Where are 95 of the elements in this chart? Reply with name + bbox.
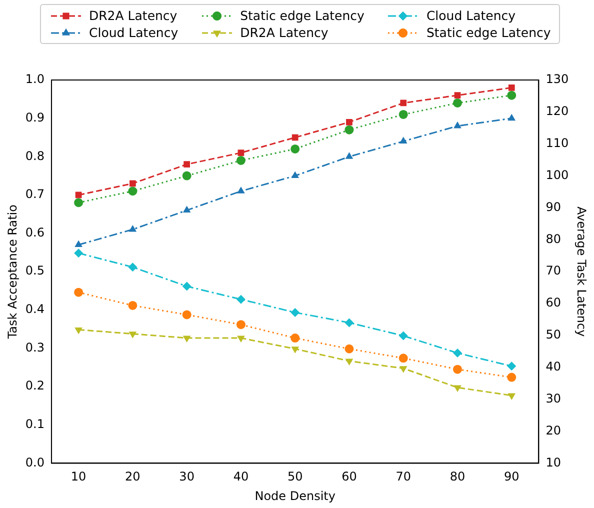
point	[399, 136, 408, 144]
point	[184, 161, 190, 168]
point	[452, 98, 462, 108]
y2-tick-label: 30	[546, 391, 561, 406]
x-tick-label: 40	[233, 470, 249, 484]
x-axis-title: Node Density	[254, 488, 336, 503]
point	[236, 156, 246, 165]
point	[345, 358, 354, 366]
point	[452, 348, 462, 358]
x-tick-label: 70	[396, 470, 411, 484]
point	[290, 334, 300, 343]
y2-tick-label: 130	[546, 72, 569, 86]
point	[344, 125, 354, 134]
y2-tick-label: 120	[546, 104, 569, 118]
y2-tick-label: 110	[546, 136, 569, 150]
point	[182, 171, 192, 180]
y2-tick-label: 90	[546, 200, 561, 214]
point	[128, 224, 137, 232]
point	[454, 385, 462, 392]
point	[345, 152, 354, 159]
point	[128, 186, 138, 196]
point	[508, 84, 515, 91]
x-tick-label: 10	[70, 470, 86, 484]
x-tick-label: 60	[342, 470, 357, 484]
y-tick-label: 0.4	[25, 302, 44, 316]
point	[128, 332, 137, 338]
point	[454, 92, 461, 99]
y-tick-label: 0.5	[25, 264, 44, 278]
point	[74, 240, 82, 248]
y2-tick-label: 100	[546, 168, 569, 182]
point	[238, 150, 244, 156]
point	[236, 320, 246, 330]
y-tick-label: 1.0	[25, 72, 44, 86]
legend-label: Cloud Latency	[426, 8, 516, 23]
legend-label: DR2A Latency	[240, 25, 328, 40]
y2-axis-title: Average Task Latency	[574, 206, 589, 337]
point	[508, 114, 516, 121]
point	[344, 318, 354, 328]
point	[507, 362, 516, 371]
x-tick-label: 50	[287, 470, 303, 484]
point	[398, 354, 408, 363]
point	[292, 134, 298, 141]
point	[128, 300, 138, 310]
point	[291, 346, 299, 354]
point	[236, 294, 246, 304]
point	[237, 186, 245, 194]
y-tick-label: 0.3	[25, 340, 44, 354]
point	[346, 118, 352, 126]
point	[507, 372, 516, 382]
point	[237, 336, 245, 343]
y2-tick-label: 70	[546, 264, 561, 278]
point	[400, 100, 407, 106]
y-tick-label: 0.1	[25, 417, 44, 432]
point	[508, 393, 516, 400]
point	[290, 308, 300, 317]
y-tick-label: 0.7	[25, 187, 44, 202]
x-tick-label: 30	[179, 470, 194, 484]
point	[74, 327, 82, 334]
point	[399, 366, 408, 373]
point	[507, 90, 516, 100]
y-axis-title: Task Acceptance Ratio	[5, 204, 20, 340]
legend-label: Cloud Latency	[89, 25, 178, 40]
point	[182, 282, 192, 291]
point	[182, 206, 191, 213]
y2-tick-label: 60	[546, 296, 561, 310]
point	[74, 248, 84, 258]
point	[130, 180, 136, 187]
y-tick-label: 0.6	[25, 225, 44, 240]
y-tick-label: 0.9	[25, 110, 44, 124]
point	[128, 262, 138, 272]
legend-label: DR2A Latency	[89, 8, 178, 23]
x-tick-label: 80	[450, 470, 466, 484]
legend-label: Static edge Latency	[240, 8, 364, 23]
x-tick-label: 20	[125, 470, 140, 484]
point	[74, 288, 84, 297]
point	[344, 344, 354, 354]
x-tick-label: 90	[504, 470, 520, 484]
point	[398, 331, 408, 340]
y2-tick-label: 80	[546, 232, 561, 246]
point	[74, 198, 84, 208]
legend-label: Static edge Latency	[426, 25, 551, 40]
point	[291, 171, 299, 178]
y2-tick-label: 50	[546, 328, 561, 342]
y-tick-label: 0.0	[25, 455, 44, 470]
point	[398, 110, 408, 119]
point	[452, 364, 462, 374]
point	[182, 310, 192, 320]
y2-tick-label: 20	[546, 423, 561, 438]
y-tick-label: 0.2	[25, 378, 44, 393]
y-tick-label: 0.8	[25, 148, 44, 163]
point	[182, 336, 191, 343]
point	[454, 121, 462, 128]
y2-tick-label: 10	[546, 455, 561, 470]
point	[290, 144, 300, 154]
y2-tick-label: 40	[546, 360, 561, 374]
